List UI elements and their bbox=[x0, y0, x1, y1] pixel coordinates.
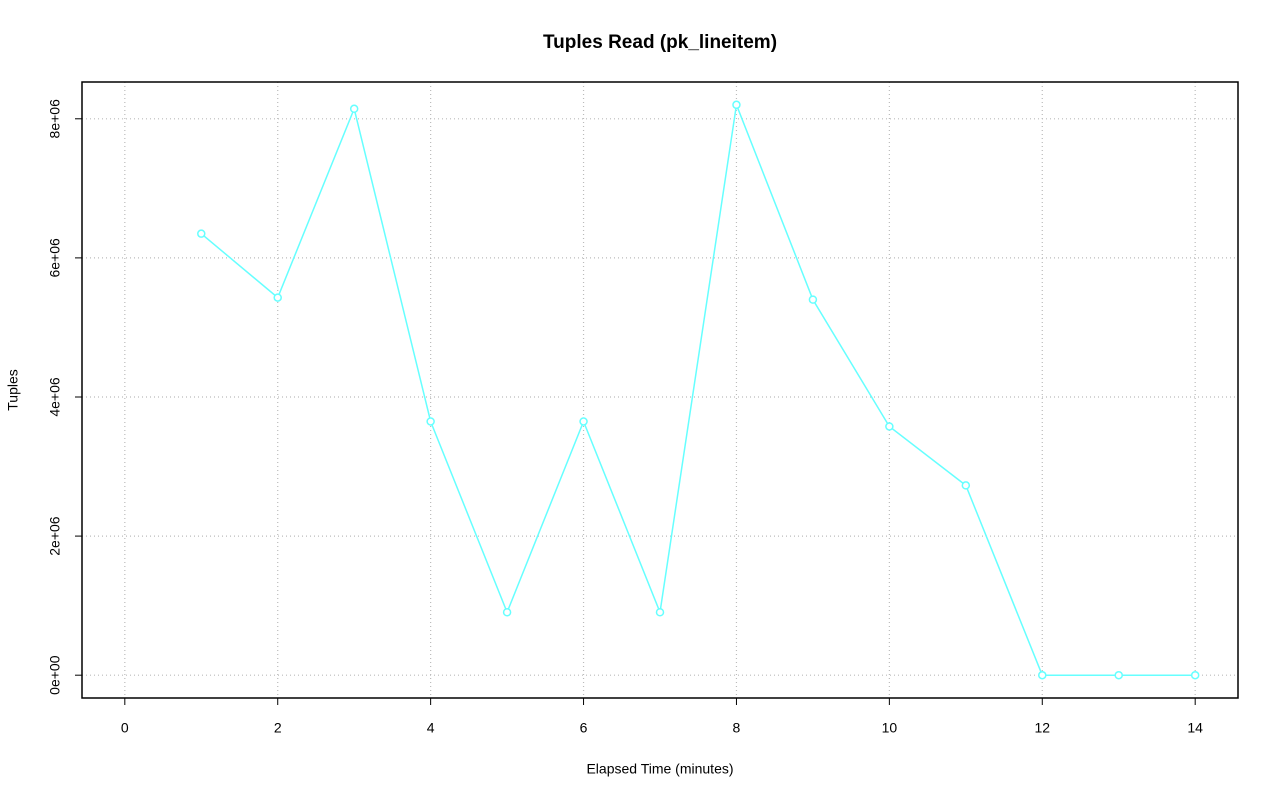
y-tick-label: 2e+06 bbox=[47, 516, 63, 556]
x-tick-label: 8 bbox=[733, 720, 741, 736]
point bbox=[732, 100, 741, 110]
x-tick-label: 0 bbox=[121, 720, 129, 736]
x-tick-label: 6 bbox=[580, 720, 588, 736]
y-tick-label: 0e+00 bbox=[47, 655, 63, 695]
point bbox=[655, 607, 665, 617]
point bbox=[579, 417, 588, 426]
point bbox=[1190, 670, 1200, 680]
point bbox=[885, 422, 894, 431]
series-line bbox=[200, 101, 1196, 676]
plot-frame bbox=[81, 81, 1239, 699]
point bbox=[273, 293, 282, 302]
point bbox=[197, 229, 206, 238]
chart-title: Tuples Read (pk_lineitem) bbox=[543, 32, 777, 53]
point bbox=[1114, 670, 1123, 680]
point bbox=[502, 607, 512, 617]
x-tick-label: 10 bbox=[882, 720, 898, 736]
x-axis-label: Elapsed Time (minutes) bbox=[586, 761, 733, 777]
point bbox=[961, 481, 971, 490]
y-tick-label: 8e+06 bbox=[47, 99, 63, 139]
point bbox=[349, 104, 359, 114]
point bbox=[1038, 670, 1047, 680]
x-tick-label: 2 bbox=[274, 720, 282, 736]
x-tick-label: 4 bbox=[427, 720, 435, 736]
y-tick-label: 4e+06 bbox=[47, 377, 63, 417]
x-tick-label: 14 bbox=[1187, 720, 1203, 736]
x-tick-label: 12 bbox=[1034, 720, 1050, 736]
point bbox=[808, 295, 818, 304]
y-axis-label: Tuples bbox=[5, 369, 21, 411]
point bbox=[426, 417, 435, 426]
y-tick-label: 6e+06 bbox=[47, 238, 63, 278]
